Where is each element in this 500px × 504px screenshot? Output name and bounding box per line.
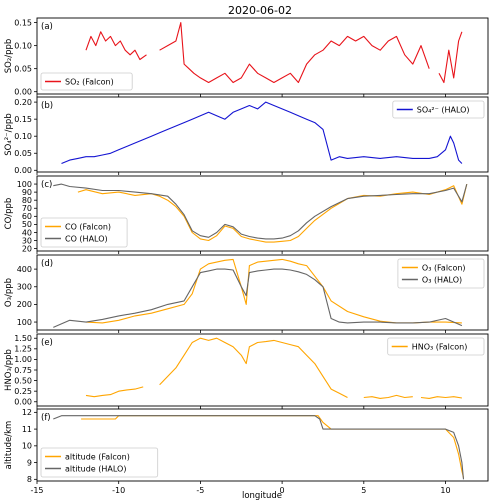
y-tick-label: 0.00 <box>14 87 32 96</box>
y-tick-label: 50 <box>22 220 32 229</box>
panel-5: 8 9 10 11 12 -15 -10 -5 0 5 10 (f) altitude/km altitu… <box>4 408 489 495</box>
panel-0: 0.00 0.05 0.10 0.15 (a) SO₂/ppb SO₂ (Falcon) <box>4 17 489 97</box>
panel-3: 100 200 300 400 (d) O₃/ppb O₃ (Falcon) O₃ (HALO… <box>4 254 489 333</box>
legend-box <box>387 337 485 356</box>
panel-frame <box>36 254 489 331</box>
legend-label: CO (HALO) <box>65 235 108 244</box>
y-tick-label: 80 <box>22 196 32 205</box>
series-line-0 <box>77 183 468 243</box>
y-tick-label: 11 <box>22 425 32 434</box>
y-tick-label: 90 <box>22 188 32 197</box>
y-axis-label: HNO₃/ppb <box>4 349 14 391</box>
y-tick-label: 0.15 <box>14 18 32 27</box>
y-tick-label: 0.10 <box>14 41 32 50</box>
x-tick-label: -5 <box>196 486 204 495</box>
panel-label: (a) <box>41 22 53 32</box>
panel-frame <box>36 17 489 95</box>
y-tick-label: 70 <box>22 204 32 213</box>
y-tick-label: 1.50 <box>14 334 32 343</box>
y-tick-label: 100 <box>17 180 32 189</box>
panel-label: (e) <box>41 338 53 348</box>
y-tick-label: 400 <box>17 265 32 274</box>
y-tick-label: 0.05 <box>14 149 32 158</box>
y-axis-label: CO/ppb <box>4 198 14 230</box>
y-tick-label: 0.00 <box>14 166 32 175</box>
series-line-0 <box>61 101 463 165</box>
y-tick-label: 0.50 <box>14 376 32 385</box>
y-axis-label: SO₂/ppb <box>4 39 14 74</box>
series-line-0 <box>438 31 463 84</box>
y-tick-label: 1.00 <box>14 355 32 364</box>
legend-box <box>40 447 159 478</box>
legend-label: CO (Falcon) <box>65 223 111 232</box>
panel-frame <box>36 96 489 173</box>
series-line-0 <box>420 396 462 399</box>
panel-label: (c) <box>41 180 52 190</box>
legend-box <box>40 217 128 248</box>
panel-frame <box>36 408 489 482</box>
y-axis-label: altitude/km <box>4 421 14 470</box>
y-tick-label: 0.05 <box>14 64 32 73</box>
y-tick-label: 0.75 <box>14 366 32 375</box>
y-tick-label: 200 <box>17 300 32 309</box>
x-tick-label: -10 <box>112 486 125 495</box>
y-tick-label: 40 <box>22 228 32 237</box>
legend-label: altitude (Falcon) <box>65 453 130 462</box>
legend-label: SO₄²⁻ (HALO) <box>417 106 470 115</box>
legend-label: O₃ (Falcon) <box>422 264 466 273</box>
y-tick-label: 1.25 <box>14 345 32 354</box>
legend-box <box>397 258 485 289</box>
panel-4: 0.00 0.25 0.500.75 1.001.25 1.50 (e) HNO₃/ppb H… <box>4 333 489 409</box>
series-line-1 <box>53 268 463 328</box>
y-tick-label: 60 <box>22 212 32 221</box>
x-tick-label: 0 <box>280 486 285 495</box>
x-tick-label: 10 <box>440 486 450 495</box>
legend-box <box>392 100 485 119</box>
panel-label: (f) <box>41 413 51 423</box>
y-tick-label: 0.15 <box>14 115 32 124</box>
legend-label: altitude (HALO) <box>65 465 126 474</box>
y-tick-label: 9 <box>27 458 32 467</box>
series-line-1 <box>53 183 468 240</box>
y-tick-label: 8 <box>27 475 32 484</box>
x-tick-label: 5 <box>361 486 366 495</box>
legend-label: SO₂ (Falcon) <box>65 78 114 87</box>
y-tick-label: 20 <box>22 244 32 253</box>
y-tick-label: 0.00 <box>14 398 32 407</box>
y-tick-label: 0.10 <box>14 132 32 141</box>
x-axis-label: longitude <box>242 491 282 501</box>
series-line-0 <box>159 22 430 84</box>
y-tick-label: 12 <box>22 408 32 417</box>
y-tick-label: 30 <box>22 236 32 245</box>
y-tick-label: 0.25 <box>14 387 32 396</box>
y-axis-label: O₃/ppb <box>4 278 14 307</box>
legend-box <box>40 72 133 91</box>
legend-label: O₃ (HALO) <box>422 276 462 285</box>
panel-label: (d) <box>41 259 53 269</box>
y-axis-label: SO₄²⁻/ppb <box>4 113 14 155</box>
series-line-0 <box>85 258 462 324</box>
series-line-0 <box>85 31 147 61</box>
y-tick-label: 10 <box>22 442 32 451</box>
series-line-1 <box>53 415 465 480</box>
series-line-0 <box>159 337 348 398</box>
series-line-0 <box>85 386 144 398</box>
panel-label: (b) <box>41 101 53 111</box>
legend-label: HNO₃ (Falcon) <box>412 343 468 352</box>
panel-1: 0.00 0.05 0.10 0.15 0.20 (b) SO₄²⁻/ppb SO₄²⁻ (H… <box>4 96 489 175</box>
panel-frame <box>36 333 489 407</box>
x-tick-label: -15 <box>30 486 43 495</box>
y-tick-label: 300 <box>17 283 32 292</box>
y-tick-label: 100 <box>17 318 32 327</box>
y-tick-label: 0.20 <box>14 98 32 107</box>
panel-frame <box>36 175 489 252</box>
series-line-0 <box>363 394 413 399</box>
figure-title: 2020-06-02 <box>228 4 292 17</box>
